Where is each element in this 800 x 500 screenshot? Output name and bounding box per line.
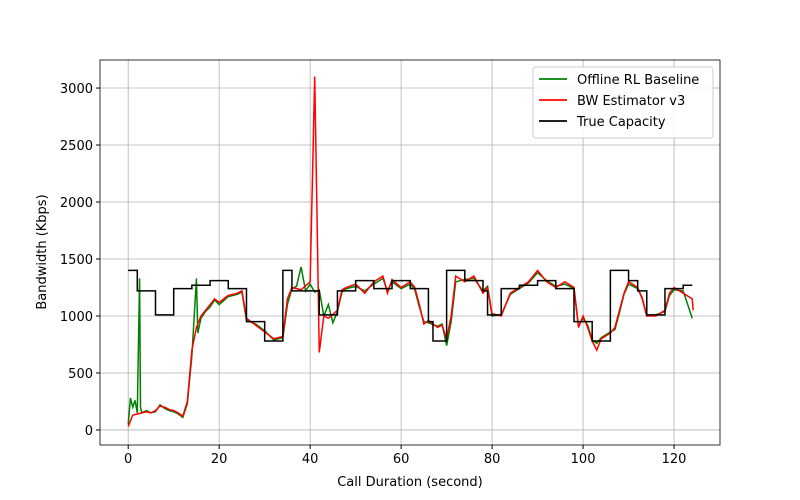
y-tick-label: 2000: [60, 196, 93, 211]
y-tick-label: 1500: [60, 253, 93, 268]
series-line: [127, 76, 694, 427]
x-tick-label: 80: [484, 452, 501, 467]
y-tick-label: 3000: [60, 82, 93, 97]
x-tick-label: 100: [571, 452, 596, 467]
plot-frame: [99, 59, 721, 446]
legend-label: True Capacity: [576, 115, 666, 130]
x-tick-label: 60: [393, 452, 410, 467]
y-axis-label: Bandwidth (Kbps): [35, 194, 50, 309]
legend-label: Offline RL Baseline: [577, 73, 699, 88]
series-line: [127, 266, 693, 425]
x-tick-label: 120: [662, 452, 687, 467]
y-tick-label: 500: [68, 367, 93, 382]
x-tick-label: 20: [211, 452, 228, 467]
y-tick-label: 0: [85, 424, 93, 439]
y-tick-label: 1000: [60, 310, 93, 325]
x-tick-label: 40: [302, 452, 319, 467]
legend-label: BW Estimator v3: [577, 94, 685, 109]
series-line: [128, 269, 693, 342]
x-tick-label: 0: [124, 452, 132, 467]
x-axis-label: Call Duration (second): [337, 475, 483, 490]
y-tick-label: 2500: [60, 139, 93, 154]
legend-box: [532, 66, 714, 139]
